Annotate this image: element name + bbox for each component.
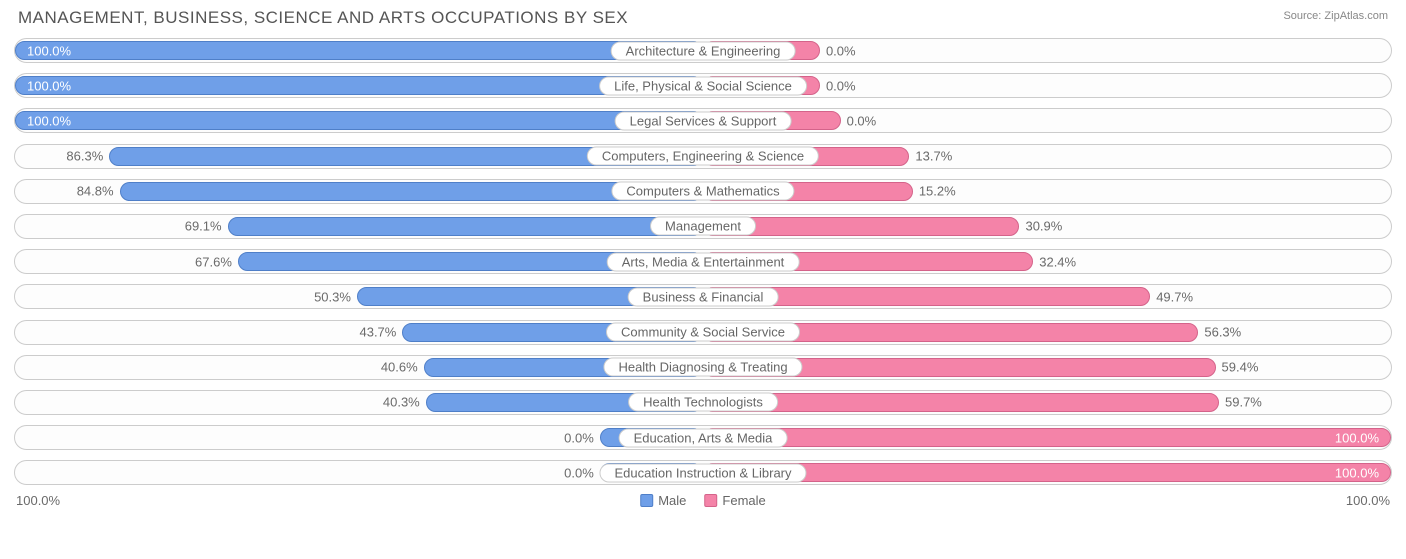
female-pct-label: 13.7% <box>915 149 952 164</box>
male-pct-label: 86.3% <box>66 149 103 164</box>
female-pct-label: 100.0% <box>1335 465 1379 480</box>
male-pct-label: 50.3% <box>314 289 351 304</box>
female-pct-label: 32.4% <box>1039 254 1076 269</box>
male-pct-label: 100.0% <box>27 78 71 93</box>
category-label: Education Instruction & Library <box>599 463 806 482</box>
female-pct-label: 49.7% <box>1156 289 1193 304</box>
chart-row: 86.3% 13.7% Computers, Engineering & Scien… <box>14 144 1392 169</box>
female-pct-label: 0.0% <box>847 113 877 128</box>
male-bar <box>15 111 703 130</box>
female-pct-label: 30.9% <box>1025 219 1062 234</box>
male-pct-label: 100.0% <box>27 113 71 128</box>
chart-title: MANAGEMENT, BUSINESS, SCIENCE AND ARTS O… <box>18 8 628 28</box>
legend-item-female: Female <box>704 493 765 508</box>
legend-male-label: Male <box>658 493 686 508</box>
male-pct-label: 43.7% <box>359 325 396 340</box>
chart-header: MANAGEMENT, BUSINESS, SCIENCE AND ARTS O… <box>0 0 1406 32</box>
chart-row: 100.0% 0.0% Life, Physical & Social Scienc… <box>14 73 1392 98</box>
category-label: Health Diagnosing & Treating <box>603 358 802 377</box>
axis-row: 100.0% Male Female 100.0% <box>0 493 1406 508</box>
category-label: Business & Financial <box>628 287 779 306</box>
male-pct-label: 40.6% <box>381 360 418 375</box>
male-pct-label: 40.3% <box>383 395 420 410</box>
male-pct-label: 0.0% <box>564 465 594 480</box>
legend-female-label: Female <box>722 493 765 508</box>
chart-row: 67.6% 32.4% Arts, Media & Entertainment <box>14 249 1392 274</box>
category-label: Legal Services & Support <box>615 111 792 130</box>
male-bar <box>15 41 703 60</box>
chart-row: 40.6% 59.4% Health Diagnosing & Treating <box>14 355 1392 380</box>
female-pct-label: 59.7% <box>1225 395 1262 410</box>
female-pct-label: 0.0% <box>826 78 856 93</box>
female-pct-label: 59.4% <box>1222 360 1259 375</box>
category-label: Computers, Engineering & Science <box>587 147 819 166</box>
category-label: Health Technologists <box>628 393 778 412</box>
axis-left-label: 100.0% <box>16 493 60 508</box>
legend-item-male: Male <box>640 493 686 508</box>
category-label: Education, Arts & Media <box>619 428 788 447</box>
source-label: Source: <box>1283 10 1321 22</box>
female-bar <box>703 393 1219 412</box>
male-pct-label: 0.0% <box>564 430 594 445</box>
chart-row: 0.0% 100.0% Education Instruction & Librar… <box>14 460 1392 485</box>
category-label: Arts, Media & Entertainment <box>607 252 800 271</box>
female-pct-label: 0.0% <box>826 43 856 58</box>
chart-row: 0.0% 100.0% Education, Arts & Media <box>14 425 1392 450</box>
chart-row: 100.0% 0.0% Legal Services & Support <box>14 108 1392 133</box>
male-pct-label: 100.0% <box>27 43 71 58</box>
female-pct-label: 15.2% <box>919 184 956 199</box>
chart-row: 50.3% 49.7% Business & Financial <box>14 284 1392 309</box>
source-name: ZipAtlas.com <box>1324 10 1388 22</box>
category-label: Life, Physical & Social Science <box>599 76 807 95</box>
chart-row: 40.3% 59.7% Health Technologists <box>14 390 1392 415</box>
chart-area: 100.0%0.0%Architecture & Engineering100.… <box>0 32 1406 485</box>
chart-row: 43.7% 56.3% Community & Social Service <box>14 320 1392 345</box>
category-label: Architecture & Engineering <box>611 41 796 60</box>
source-attribution: Source: ZipAtlas.com <box>1283 8 1388 22</box>
female-bar <box>703 428 1391 447</box>
category-label: Community & Social Service <box>606 323 800 342</box>
female-pct-label: 100.0% <box>1335 430 1379 445</box>
chart-row: 69.1% 30.9% Management <box>14 214 1392 239</box>
male-pct-label: 84.8% <box>77 184 114 199</box>
chart-row: 100.0% 0.0% Architecture & Engineering <box>14 38 1392 63</box>
axis-right-label: 100.0% <box>1346 493 1390 508</box>
swatch-male <box>640 494 653 507</box>
category-label: Computers & Mathematics <box>611 182 794 201</box>
chart-row: 84.8% 15.2% Computers & Mathematics <box>14 179 1392 204</box>
category-label: Management <box>650 217 756 236</box>
male-bar <box>228 217 703 236</box>
swatch-female <box>704 494 717 507</box>
male-pct-label: 69.1% <box>185 219 222 234</box>
female-pct-label: 56.3% <box>1204 325 1241 340</box>
male-pct-label: 67.6% <box>195 254 232 269</box>
legend: Male Female <box>640 493 766 508</box>
